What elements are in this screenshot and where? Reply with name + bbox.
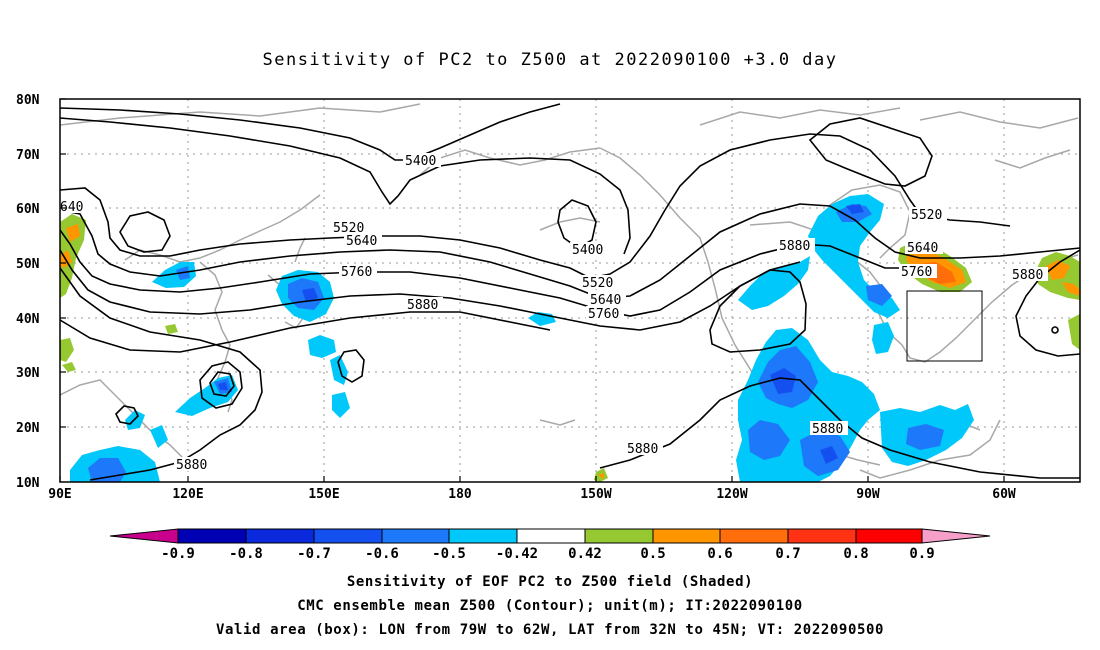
contour-label: 5880 (779, 239, 810, 254)
lat-label: 40N (16, 312, 40, 327)
footer-line-1: Sensitivity of EOF PC2 to Z500 field (Sh… (346, 574, 754, 590)
contour-label: 5400 (405, 154, 436, 169)
lon-label: 150W (580, 487, 611, 502)
colorbar-segment (177, 528, 247, 544)
colorbar-labels: -0.9 -0.8 -0.7 -0.6 -0.5 -0.42 0.42 0.5 … (161, 546, 935, 562)
colorbar-label: -0.8 (229, 546, 263, 562)
contour-label: 640 (60, 200, 83, 215)
colorbar-label: 0.42 (568, 546, 602, 562)
lat-label: 80N (16, 93, 40, 108)
colorbar-segment (516, 528, 586, 544)
colorbar-label: -0.42 (496, 546, 538, 562)
colorbar-segment (109, 528, 179, 544)
contour-label: 5880 (407, 298, 438, 313)
colorbar-label: -0.6 (365, 546, 399, 562)
colorbar-segment (787, 528, 857, 544)
valid-area-box (906, 290, 983, 362)
contour-label: 5880 (812, 422, 843, 437)
plot-frame (59, 98, 1081, 483)
contour-label: 5880 (1012, 268, 1043, 283)
lon-label: 120W (716, 487, 747, 502)
lat-label: 20N (16, 421, 40, 436)
contour-label: 5640 (346, 234, 377, 249)
footer-line-2: CMC ensemble mean Z500 (Contour); unit(m… (297, 598, 803, 614)
lon-label: 150E (308, 487, 339, 502)
contour-labels: 640 5400 5520 5640 5760 5880 5400 5520 5… (58, 153, 1048, 473)
footer-line-3: Valid area (box): LON from 79W to 62W, L… (215, 622, 885, 638)
colorbar-segment (855, 528, 923, 544)
lon-label: 60W (992, 487, 1016, 502)
colorbar-segment (921, 528, 991, 544)
colorbar-label: -0.9 (161, 546, 195, 562)
colorbar-segment (719, 528, 789, 544)
lat-label: 10N (16, 476, 40, 491)
lat-label: 30N (16, 366, 40, 381)
colorbar-segment (448, 528, 518, 544)
lon-label: 90W (856, 487, 880, 502)
lon-label: 90E (48, 487, 71, 502)
contour-label: 5400 (572, 243, 603, 258)
longitude-labels: 90E 120E 150E 180 150W 120W 90W 60W (48, 487, 1016, 502)
colorbar (109, 528, 991, 544)
lat-label: 50N (16, 257, 40, 272)
lat-label: 60N (16, 202, 40, 217)
contour-label: 5760 (588, 307, 619, 322)
colorbar-label: 0.6 (707, 546, 732, 562)
lon-label: 120E (172, 487, 203, 502)
contour-label: 5640 (590, 293, 621, 308)
contour-label: 5520 (333, 221, 364, 236)
contour-label: 5760 (341, 265, 372, 280)
colorbar-segment (381, 528, 450, 544)
colorbar-label: 0.5 (640, 546, 665, 562)
contour-label: 5880 (627, 442, 658, 457)
colorbar-label: -0.7 (297, 546, 331, 562)
colorbar-segment (313, 528, 383, 544)
colorbar-segment (245, 528, 315, 544)
sensitivity-shading (60, 194, 1080, 482)
lat-label: 70N (16, 148, 40, 163)
contour-label: 5520 (582, 276, 613, 291)
colorbar-label: 0.8 (843, 546, 868, 562)
colorbar-label: -0.5 (432, 546, 466, 562)
lon-label: 180 (448, 487, 472, 502)
colorbar-label: 0.7 (775, 546, 800, 562)
tick-marks (59, 98, 1005, 482)
contour-label: 5880 (176, 458, 207, 473)
contour-label: 5520 (911, 208, 942, 223)
latitude-labels: 80N 70N 60N 50N 40N 30N 20N 10N (16, 93, 40, 491)
contour-label: 5760 (901, 265, 932, 280)
plot-title: Sensitivity of PC2 to Z500 at 2022090100… (262, 50, 838, 70)
colorbar-segment (584, 528, 654, 544)
colorbar-segment (652, 528, 721, 544)
colorbar-label: 0.9 (909, 546, 934, 562)
contour-label: 5640 (907, 241, 938, 256)
